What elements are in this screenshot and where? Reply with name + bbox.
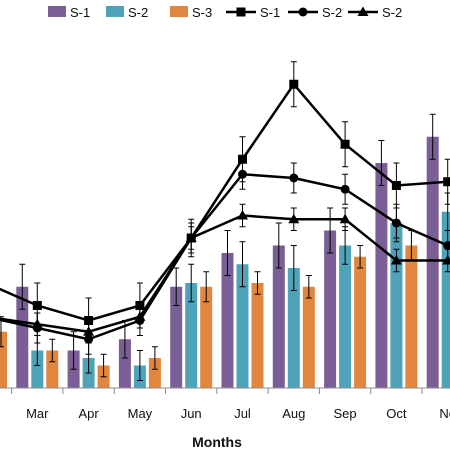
bar-s-1-mar [16,286,29,388]
bar-s-2-nov [441,211,450,388]
legend-label: S-2 [322,5,342,20]
x-axis: Mar Apr May Jun Jul Aug Sep Oct No [0,387,450,421]
bar-error-0-1 [19,263,26,310]
bar-s-1-nov [426,136,439,388]
bar-s-2-oct [390,223,403,388]
x-tick-label: Jun [181,406,202,421]
bar-s-2-jul [236,264,249,388]
point-triangle-5 [237,210,248,220]
point-circle-7 [340,184,350,194]
bar-s-3-oct [405,245,418,388]
bar-s-3-mar [46,350,59,388]
legend-item-0: S-1 [48,5,90,20]
point-triangle-1 [31,318,43,329]
bar-error-0-5 [224,230,231,276]
bar-s-1-may [118,339,131,388]
bar-s-2-mar [31,350,44,388]
legend-item-1: S-2 [106,5,148,20]
legend-swatch [48,6,66,17]
bar-error-0-7 [327,207,334,254]
point-square-9 [443,177,450,187]
point-triangle-3 [134,311,146,321]
legend-item-4: S-2 [288,5,342,20]
legend-label: S-2 [382,5,402,20]
bar-s-3-feb [0,331,7,388]
bar-s-2-aug [287,268,300,388]
bar-error-1-5 [239,241,246,288]
legend-item-3: S-1 [226,5,280,20]
legend-marker [236,7,246,17]
legend-item-5: S-2 [348,5,402,20]
x-tick-label: Mar [26,406,49,421]
bar-error-0-9 [429,113,436,160]
legend-marker [357,6,369,16]
x-tick-label: May [128,406,153,421]
bar-s-3-jun [200,286,213,388]
legend-label: S-3 [192,5,212,20]
bar-error-0-2 [70,331,77,370]
x-tick-label: Oct [386,406,407,421]
line-triangle-s-2 [0,214,448,334]
x-tick-label: No [439,406,450,421]
bar-s-1-sep [324,230,337,388]
point-circle-9 [443,241,450,250]
bar-error-2-0 [0,316,4,348]
bar-s-1-jun [170,286,183,388]
point-square-6 [289,79,299,89]
legend: S-1 S-2 S-3 S-1 S-2 S-2 [48,5,402,20]
point-triangle-2 [83,326,95,336]
bar-s-1-oct [375,163,388,388]
bar-s-1-aug [272,245,285,388]
bar-s-3-aug [302,286,315,388]
point-triangle-7 [339,213,351,224]
line-group [0,61,450,355]
legend-swatch [106,6,124,17]
bar-error-2-5 [254,271,261,295]
bar-error-2-4 [203,271,210,303]
legend-swatch [170,6,188,17]
point-square-8 [391,181,401,190]
x-tick-label: Apr [78,406,99,421]
point-circle-6 [289,173,299,183]
point-triangle-6 [288,213,300,224]
legend-item-2: S-3 [170,5,212,20]
bar-error-1-4 [188,263,195,303]
bar-s-3-jul [251,283,264,388]
legend-label: S-2 [128,5,148,20]
bar-s-3-may [148,358,161,388]
point-triangle-9 [442,255,450,265]
bar-error-2-2 [100,353,107,378]
bar-s-1-jul [221,253,234,388]
bar-error-2-6 [305,275,312,299]
point-triangle-4 [185,232,197,242]
bar-group [0,113,450,388]
point-square-5 [238,154,247,164]
point-square-7 [340,139,350,149]
line-circle-s-2 [0,172,449,341]
x-tick-label: Jul [234,406,251,421]
bar-error-1-6 [290,245,297,291]
bar-s-2-sep [339,245,352,388]
bar-error-2-1 [49,338,56,363]
bar-error-0-8 [378,140,385,186]
bar-s-2-jun [185,283,198,388]
bar-s-3-sep [354,256,367,388]
x-axis-title: Months [192,434,242,450]
point-triangle-8 [390,255,402,265]
point-square-1 [32,301,42,310]
point-circle-8 [391,218,401,228]
legend-label: S-1 [260,5,280,20]
line-square-s-1 [0,82,448,322]
legend-marker [298,7,308,17]
legend-label: S-1 [70,5,90,20]
x-tick-label: Sep [334,406,357,421]
bar-error-0-4 [173,267,180,306]
bar-error-2-3 [151,346,158,370]
x-tick-label: Aug [282,406,305,421]
bar-error-1-3 [136,350,143,381]
bar-error-0-6 [275,222,282,269]
bar-error-2-7 [357,245,364,269]
